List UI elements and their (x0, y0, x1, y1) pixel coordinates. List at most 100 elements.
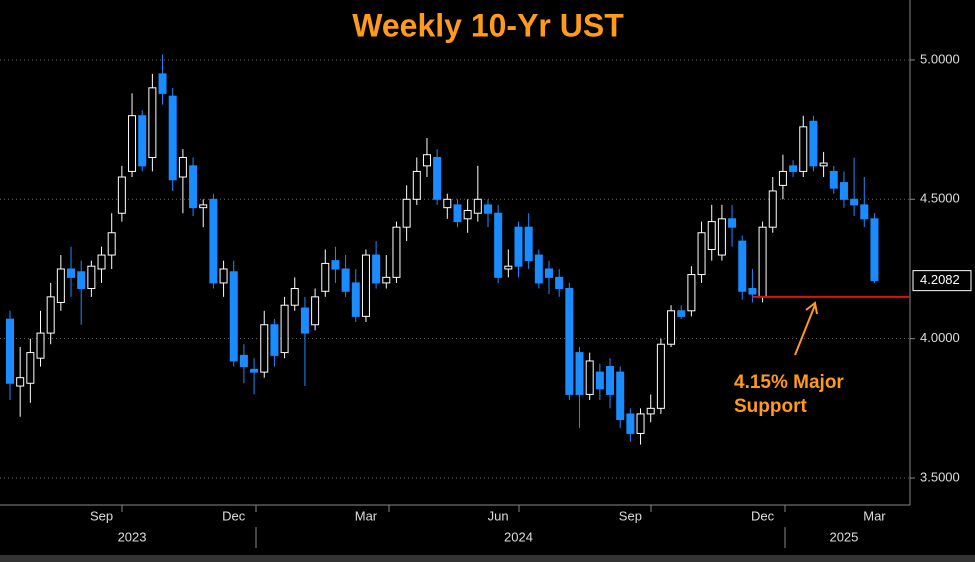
year-label: 2024 (504, 529, 533, 544)
x-tick-label: Sep (90, 508, 113, 523)
candle-body (290, 287, 299, 306)
candle-body (67, 268, 76, 278)
candle-body (799, 126, 808, 172)
candle-body (494, 212, 503, 278)
candle-body (748, 287, 757, 295)
candle-body (209, 198, 218, 284)
last-price-box (912, 270, 972, 292)
candle-body (514, 226, 523, 267)
candle-body (473, 198, 482, 214)
x-tick-label: Mar (863, 508, 886, 523)
candle-body (260, 324, 269, 373)
y-tick-label: 5.0000 (920, 51, 960, 66)
candle-body (656, 343, 665, 409)
bottom-bar (0, 555, 975, 562)
candle-body (189, 165, 198, 209)
candle-body (555, 276, 564, 289)
candle-body (778, 170, 787, 186)
candle-body (677, 310, 686, 317)
candle-body (463, 209, 472, 220)
candle-body (697, 232, 706, 276)
candle-body (606, 366, 615, 395)
candle-body (341, 268, 350, 292)
candle-body (758, 226, 767, 298)
candle-body (483, 204, 492, 214)
candle-body (280, 304, 289, 354)
candle-body (575, 352, 584, 395)
candle-body (351, 282, 360, 317)
candle-body (829, 170, 838, 189)
candle-body (412, 170, 421, 200)
candle-body (636, 413, 645, 434)
x-tick-label: Sep (619, 508, 642, 523)
candle-body (402, 198, 411, 228)
candle-body (667, 310, 676, 345)
year-label: 2025 (829, 529, 858, 544)
candle-body (138, 115, 147, 167)
candle-body (819, 162, 828, 167)
annotation-arrow (794, 301, 818, 356)
candle-body (870, 218, 879, 282)
candle-body (117, 176, 126, 214)
candle-body (717, 218, 726, 256)
candle-body (585, 360, 594, 395)
annotation: 4.15% Major (734, 372, 844, 393)
candle-body (229, 271, 238, 362)
candle-body (738, 240, 747, 292)
candle-body (860, 204, 869, 220)
x-tick-label: Mar (355, 508, 378, 523)
candle-body (87, 265, 96, 289)
candle-body (545, 268, 554, 278)
candle-body (77, 271, 86, 289)
x-ticks (121, 505, 786, 548)
candle-body (372, 254, 381, 284)
candle-body (789, 165, 798, 172)
candle-body (626, 413, 635, 434)
candle-body (382, 276, 391, 284)
x-tick-label: Dec (222, 508, 246, 523)
candle-body (850, 198, 859, 206)
candle-body (565, 287, 574, 395)
candle-body (422, 154, 431, 167)
candle-body (178, 156, 187, 178)
candle-body (443, 198, 452, 209)
candle-body (728, 218, 737, 228)
candle-body (524, 226, 533, 262)
candle-body (148, 87, 157, 158)
candle-body (128, 115, 137, 172)
candle-body (219, 268, 228, 284)
candle-body (504, 265, 513, 270)
candle-body (16, 377, 25, 387)
candle-body (809, 120, 818, 167)
candle-body (239, 354, 248, 368)
candle-body (646, 407, 655, 415)
candle-body (56, 268, 65, 303)
candle-body (768, 190, 777, 228)
candle-body (453, 204, 462, 223)
candle-body (839, 182, 848, 200)
candle-body (107, 232, 116, 256)
candle-body (6, 318, 14, 384)
candle-body (46, 296, 55, 334)
candle-body (26, 352, 35, 384)
y-tick-label: 3.5000 (920, 469, 960, 484)
candle-body (595, 371, 604, 390)
annotation: Support (734, 396, 807, 417)
x-tick-label: Jun (488, 508, 509, 523)
y-tick-label: 4.5000 (920, 191, 960, 206)
x-tick-label: Dec (751, 508, 775, 523)
candle-body (250, 368, 259, 373)
candle-body (361, 254, 370, 317)
candle-body (36, 332, 45, 359)
candle-body (707, 221, 716, 250)
candle-body (311, 296, 320, 326)
y-tick-label: 4.0000 (920, 330, 960, 345)
candle-body (687, 274, 696, 312)
candle-body (392, 226, 401, 278)
candle-body (433, 156, 442, 200)
candle-body (300, 307, 309, 334)
candle-body (331, 260, 340, 270)
candle-body (270, 324, 279, 356)
candle-body (321, 262, 330, 292)
